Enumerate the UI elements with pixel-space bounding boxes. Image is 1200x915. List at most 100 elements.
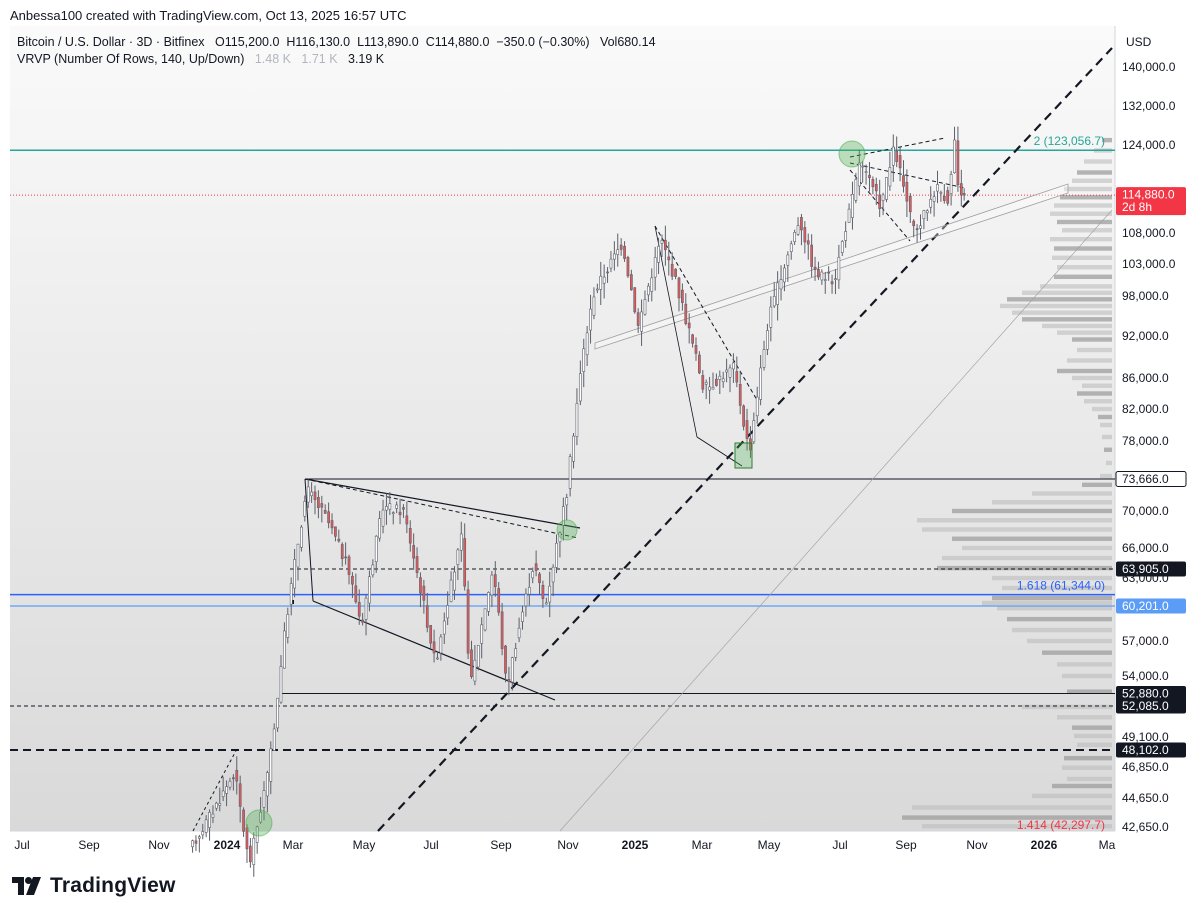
volume-profile-row — [937, 565, 1112, 571]
volume-profile-row — [1098, 414, 1112, 420]
candle-up — [851, 194, 854, 218]
candle-down — [463, 538, 467, 587]
wedge-dashed-line — [304, 478, 579, 539]
volume-profile-row — [1084, 399, 1112, 404]
candle-up — [476, 645, 480, 668]
volume-profile-row — [1032, 491, 1112, 496]
high-label: H — [286, 35, 296, 49]
candle-up — [783, 267, 786, 283]
y-tick-label: 108,000.0 — [1122, 226, 1176, 240]
candle-down — [249, 845, 252, 863]
tradingview-logo-text: TradingView — [50, 874, 176, 897]
candle-down — [946, 190, 950, 204]
price-label-box — [1116, 742, 1186, 758]
candle-down — [242, 809, 245, 832]
open-label: O — [215, 35, 225, 49]
plot-background — [10, 26, 1115, 831]
volume-profile-row — [1074, 733, 1112, 739]
candles — [191, 126, 966, 877]
green-box-marker — [734, 442, 753, 469]
candle-up — [255, 826, 259, 843]
volume-profile-row — [1062, 765, 1112, 770]
candle-up — [228, 780, 232, 788]
volume-profile-row — [1022, 290, 1112, 295]
volume-profile-row — [1002, 585, 1112, 591]
candle-up — [612, 253, 616, 260]
candle-down — [405, 515, 409, 525]
price-label-box — [1116, 561, 1186, 577]
candle-up — [490, 574, 494, 596]
candle-up — [939, 191, 943, 194]
candle-up — [510, 657, 514, 683]
candle-up — [864, 171, 868, 173]
candle-down — [425, 605, 429, 628]
candle-down — [327, 511, 330, 524]
candle-down — [334, 526, 337, 537]
candle-down — [636, 312, 640, 326]
candle-down — [749, 438, 752, 451]
tradingview-logo[interactable]: TradingView — [12, 874, 176, 898]
candle-up — [640, 311, 643, 332]
candle-down — [619, 244, 623, 250]
symbol-row[interactable]: Bitcoin / U.S. Dollar · 3D · Bitfinex O 1… — [17, 34, 656, 51]
x-tick-label: Jul — [14, 838, 29, 852]
price-label-text: 73,666.0 — [1122, 472, 1169, 486]
x-tick-label: Mar — [692, 838, 713, 852]
candle-up — [929, 198, 933, 208]
candle-down — [691, 334, 694, 344]
candle-up — [279, 666, 283, 703]
volume-profile-row — [1057, 368, 1112, 374]
candle-up — [551, 566, 555, 583]
volume-profile-row — [1100, 473, 1112, 479]
chart-legend[interactable]: Bitcoin / U.S. Dollar · 3D · Bitfinex O 1… — [17, 34, 656, 68]
y-tick-label: 132,000.0 — [1122, 99, 1176, 113]
candle-down — [915, 228, 919, 230]
candle-up — [925, 210, 929, 214]
volume-profile-row — [1050, 211, 1112, 216]
wedge-upper-line — [304, 478, 581, 529]
indicator-row[interactable]: VRVP (Number Of Rows, 140, Up/Down) 1.48… — [17, 51, 656, 68]
candle-up — [381, 509, 385, 527]
volume-profile-row — [992, 500, 1112, 505]
x-tick-label: May — [758, 838, 781, 852]
candle-up — [568, 456, 572, 489]
indicator-name[interactable]: VRVP (Number Of Rows, 140, Up/Down) — [17, 52, 245, 66]
fib-label: 1.414 (42,297.7) — [1017, 818, 1105, 832]
symbol-name[interactable]: Bitcoin / U.S. Dollar · 3D · Bitfinex — [17, 35, 205, 49]
candle-up — [555, 542, 558, 568]
volume-profile-row — [1067, 776, 1112, 782]
candle-down — [827, 271, 831, 274]
x-tick-label: Sep — [78, 838, 100, 852]
low-label: L — [357, 35, 365, 49]
candle-down — [698, 354, 701, 374]
wedge-left-edge — [304, 478, 314, 602]
candle-down — [959, 183, 963, 196]
candle-down — [466, 589, 470, 654]
candle-down — [238, 783, 242, 807]
high-value: 116,130.0 — [295, 35, 351, 49]
candle-down — [738, 383, 742, 406]
candle-up — [276, 697, 279, 729]
candle-up — [303, 501, 307, 517]
volume-profile-row — [952, 536, 1112, 541]
y-tick-label: 70,000.0 — [1122, 504, 1169, 518]
candle-up — [201, 831, 205, 836]
candle-up — [191, 840, 194, 848]
candle-down — [684, 303, 688, 324]
candle-up — [524, 593, 528, 607]
candle-down — [623, 246, 626, 259]
candle-up — [762, 349, 766, 368]
volume-profile-row — [1007, 616, 1112, 622]
volume-profile-row — [992, 575, 1112, 581]
candle-up — [837, 256, 841, 281]
candle-up — [300, 526, 303, 548]
candle-down — [912, 220, 916, 227]
candle-down — [962, 193, 966, 196]
candle-up — [388, 503, 392, 510]
candle-up — [439, 636, 443, 654]
volume-profile-row — [1057, 265, 1112, 270]
candle-up — [221, 790, 225, 797]
candle-down — [681, 289, 684, 303]
